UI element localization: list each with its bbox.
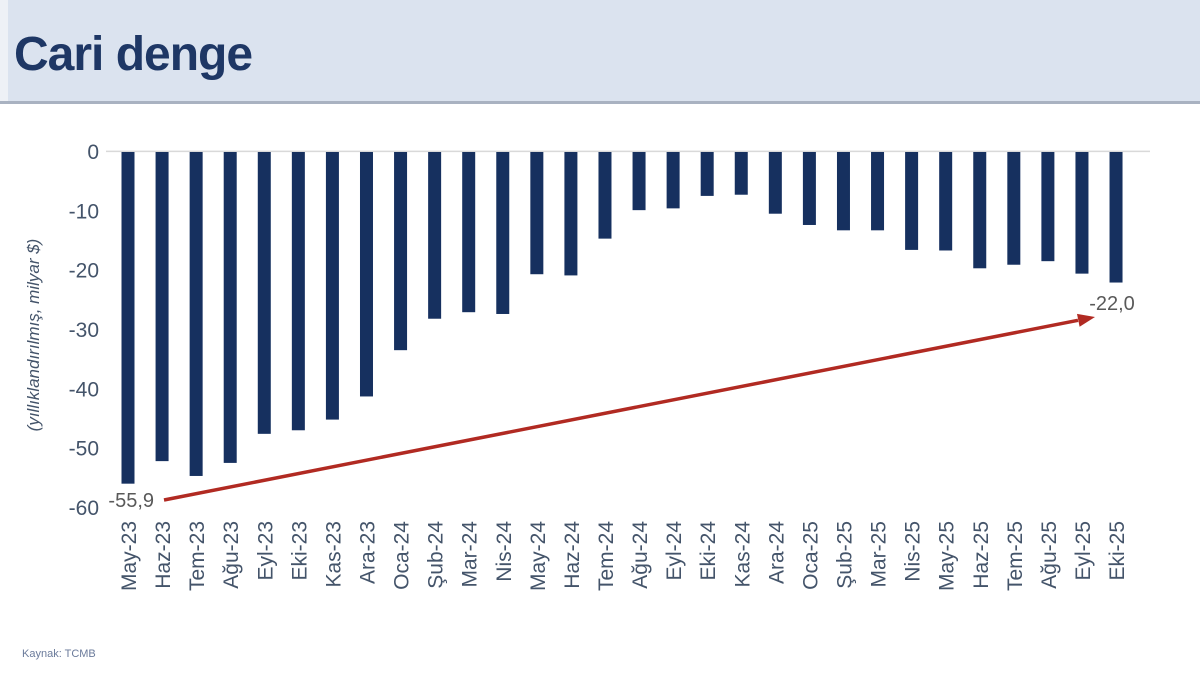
y-tick-label: -40	[69, 378, 99, 401]
bar-Nis-25	[905, 152, 919, 250]
x-tick-label: Eki-25	[1106, 521, 1129, 581]
x-tick-label: Tem-25	[1004, 521, 1027, 591]
x-tick-label: Nis-25	[902, 521, 925, 582]
bar-Eyl-24	[666, 152, 680, 209]
trend-arrow-head	[1077, 313, 1095, 327]
y-tick-label: -10	[69, 200, 99, 223]
bar-Ara-24	[768, 152, 782, 214]
x-tick-label: Şub-24	[425, 521, 448, 589]
x-tick-label: Tem-23	[186, 521, 209, 591]
x-tick-label: Kas-24	[731, 521, 754, 588]
x-tick-label: Eyl-23	[254, 521, 277, 581]
x-tick-label: Eyl-25	[1072, 521, 1095, 581]
x-tick-label: Nis-24	[493, 521, 516, 582]
bar-Ara-23	[359, 152, 373, 397]
x-tick-label: Ağu-23	[220, 521, 243, 589]
y-axis-title: (yıllıklandırılmış, milyar $)	[24, 239, 43, 432]
bar-chart: 0 -10 -20 -30 -40 -50 -60 (yıllıklandırılmış, m…	[24, 141, 1150, 591]
x-tick-label: Şub-25	[833, 521, 856, 589]
bar-Eki-23	[291, 152, 305, 431]
bar-Ağu-25	[1041, 152, 1055, 262]
bar-Şub-25	[836, 152, 850, 231]
bar-Ağu-23	[223, 152, 237, 463]
bar-Eki-24	[700, 152, 714, 196]
bar-Haz-25	[973, 152, 987, 269]
bar-Eyl-23	[257, 152, 271, 434]
x-tick-label: May-25	[936, 521, 959, 591]
bar-Kas-23	[325, 152, 339, 420]
bar-Mar-25	[871, 152, 885, 231]
bar-Tem-24	[598, 152, 612, 239]
bar-Eki-25	[1109, 152, 1123, 283]
x-tick-label: Ara-23	[356, 521, 379, 584]
x-tick-label: Oca-24	[391, 521, 414, 590]
bar-May-25	[939, 152, 953, 251]
x-tick-label: May-24	[527, 521, 550, 591]
annotation-last-value: -22,0	[1089, 293, 1135, 315]
x-tick-label: Eki-24	[697, 521, 720, 581]
bar-Eyl-25	[1075, 152, 1089, 274]
bar-Tem-23	[189, 152, 203, 476]
y-tick-label: -20	[69, 260, 99, 283]
x-tick-label: Mar-24	[459, 521, 482, 588]
x-tick-label: Ağu-25	[1038, 521, 1061, 589]
x-tick-label: Haz-24	[561, 521, 584, 589]
y-tick-label: -60	[69, 497, 99, 520]
bar-Oca-24	[394, 152, 408, 351]
x-tick-label: Mar-25	[868, 521, 891, 588]
bar-Mar-24	[462, 152, 476, 313]
x-tick-label: Ara-24	[765, 521, 788, 584]
x-tick-label: Haz-23	[152, 521, 175, 589]
bar-Haz-23	[155, 152, 169, 462]
bar-Şub-24	[428, 152, 442, 319]
bar-Oca-25	[802, 152, 816, 225]
x-tick-label: Tem-24	[595, 521, 618, 591]
header-left-sliver	[0, 0, 8, 101]
source-note: Kaynak: TCMB	[22, 648, 96, 660]
x-tick-label: Oca-25	[799, 521, 822, 590]
bar-May-23	[121, 152, 135, 484]
bar-Kas-24	[734, 152, 748, 195]
trend-arrow-line	[163, 318, 1079, 502]
bar-Ağu-24	[632, 152, 646, 211]
x-tick-label: Kas-23	[322, 521, 345, 588]
header: Cari denge	[0, 0, 1200, 104]
bar-Nis-24	[496, 152, 510, 314]
x-tick-label: Haz-25	[970, 521, 993, 589]
y-tick-label: -50	[69, 438, 99, 461]
bar-Tem-25	[1007, 152, 1021, 265]
y-tick-label: -30	[69, 319, 99, 342]
x-tick-label: Eki-23	[288, 521, 311, 581]
x-tick-label: Ağu-24	[629, 521, 652, 589]
page-title: Cari denge	[14, 28, 253, 81]
bar-May-24	[530, 152, 544, 275]
x-tick-label: Eyl-24	[663, 521, 686, 581]
annotation-first-value: -55,9	[108, 490, 154, 512]
y-tick-label: 0	[87, 141, 99, 164]
x-tick-label: May-23	[118, 521, 141, 591]
bar-Haz-24	[564, 152, 578, 276]
